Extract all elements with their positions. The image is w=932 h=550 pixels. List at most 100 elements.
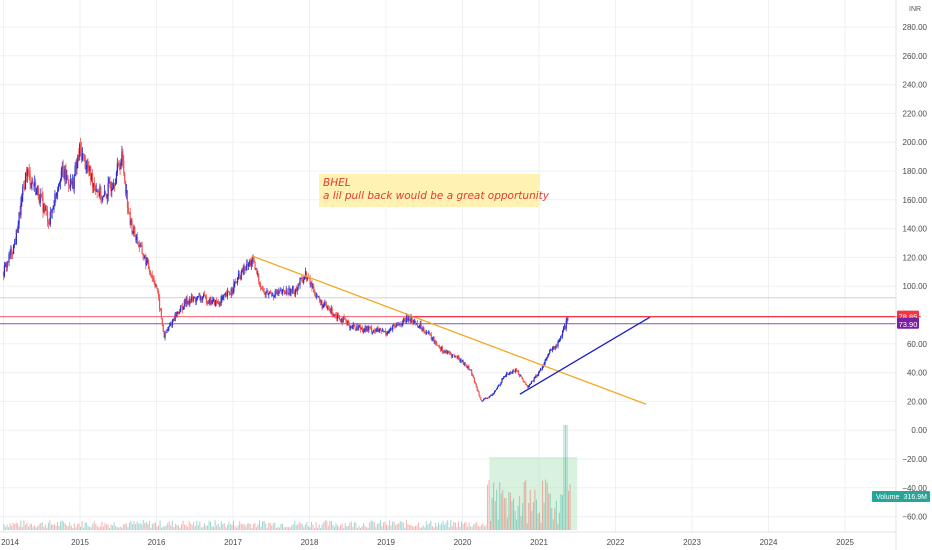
candle-body xyxy=(493,392,495,394)
candle-body xyxy=(379,328,381,331)
candle-body xyxy=(127,207,129,212)
volume-bar xyxy=(128,522,130,530)
x-tick-label: 2025 xyxy=(836,538,854,547)
volume-bar xyxy=(329,520,331,530)
volume-bar xyxy=(121,527,123,530)
volume-bar xyxy=(122,524,124,530)
candle-body xyxy=(102,197,104,201)
candle-body xyxy=(209,297,211,304)
volume-bar xyxy=(479,527,481,530)
candle-body xyxy=(462,361,465,365)
candle-body xyxy=(378,330,380,332)
candle-body xyxy=(559,338,561,340)
candle-body xyxy=(396,322,398,326)
volume-bar xyxy=(314,527,316,530)
candle-body xyxy=(409,318,411,322)
candle-body xyxy=(450,354,453,357)
volume-bar xyxy=(260,526,262,530)
volume-bar xyxy=(63,522,65,530)
candle-body xyxy=(526,384,528,386)
volume-bar xyxy=(509,492,511,530)
volume-bars xyxy=(3,425,578,530)
candle-body xyxy=(216,302,218,304)
candle-body xyxy=(552,346,554,348)
candle-body xyxy=(292,286,295,293)
candle-body xyxy=(160,309,162,319)
candle-body xyxy=(427,332,429,334)
candle-body xyxy=(326,307,329,309)
candle-body xyxy=(393,325,396,327)
volume-bar xyxy=(180,524,182,530)
candle-body xyxy=(532,380,534,382)
volume-bar xyxy=(162,526,164,530)
candle-body xyxy=(527,385,529,388)
candle-body xyxy=(8,254,10,262)
candle-body xyxy=(124,180,127,194)
candle-body xyxy=(54,194,56,206)
candle-body xyxy=(185,298,187,304)
candle-body xyxy=(411,316,413,320)
y-tick-label: 180.00 xyxy=(903,167,928,176)
candle-body xyxy=(73,175,75,189)
volume-bar xyxy=(333,526,335,530)
candle-body xyxy=(19,212,21,216)
candle-body xyxy=(534,376,536,379)
volume-badge-value: 316.9M xyxy=(904,494,928,501)
volume-bar xyxy=(441,523,443,530)
candles xyxy=(2,137,569,403)
volume-bar xyxy=(153,522,155,530)
volume-bar xyxy=(542,480,544,530)
candle-body xyxy=(193,297,196,299)
candle-body xyxy=(80,144,82,149)
x-axis: 2014 2015 2016 2017 2018 2019 2020 2021 2022 2023… xyxy=(0,531,896,547)
candle-body xyxy=(271,295,274,297)
volume-bar xyxy=(291,525,293,530)
candle-body xyxy=(404,319,407,322)
volume-bar xyxy=(520,516,522,530)
candle-body xyxy=(264,293,266,295)
volume-bar xyxy=(142,520,144,530)
candle-body xyxy=(304,277,306,280)
candle-body xyxy=(446,351,448,354)
candle-body xyxy=(337,315,339,319)
volume-bar xyxy=(427,524,429,530)
volume-bar xyxy=(561,495,563,530)
volume-bar xyxy=(503,497,505,530)
candle-body xyxy=(5,264,7,268)
candle-body xyxy=(16,229,18,233)
annotation-note[interactable]: BHEL a lil pull back would be a great op… xyxy=(319,174,549,207)
candle-body xyxy=(486,397,488,399)
candle-body xyxy=(24,172,27,190)
trendline-support xyxy=(519,316,651,395)
candle-body xyxy=(167,329,169,331)
candle-body xyxy=(440,346,442,350)
candle-body xyxy=(463,362,465,365)
volume-bar xyxy=(154,522,156,530)
volume-bar xyxy=(483,526,485,530)
candle-body xyxy=(473,377,476,383)
candle-body xyxy=(281,289,284,294)
candle-body xyxy=(211,302,213,304)
volume-bar xyxy=(254,523,256,530)
candle-body xyxy=(239,275,241,280)
candle-body xyxy=(109,182,111,187)
candle-body xyxy=(438,345,440,347)
candle-body xyxy=(174,313,176,321)
candle-body xyxy=(75,165,77,169)
candle-body xyxy=(17,224,19,233)
volume-bar xyxy=(476,521,478,530)
candle-body xyxy=(154,282,156,287)
volume-bar xyxy=(109,527,111,530)
candle-body xyxy=(111,188,113,192)
volume-bar xyxy=(477,525,479,530)
candle-body xyxy=(43,204,45,212)
currency-label: INR xyxy=(909,6,922,13)
candle-body xyxy=(467,366,469,369)
volume-bar xyxy=(491,497,493,530)
volume-bar xyxy=(223,523,225,530)
volume-bar xyxy=(52,524,54,530)
volume-bar xyxy=(393,521,395,530)
volume-bar xyxy=(228,521,230,530)
candle-body xyxy=(451,354,454,357)
